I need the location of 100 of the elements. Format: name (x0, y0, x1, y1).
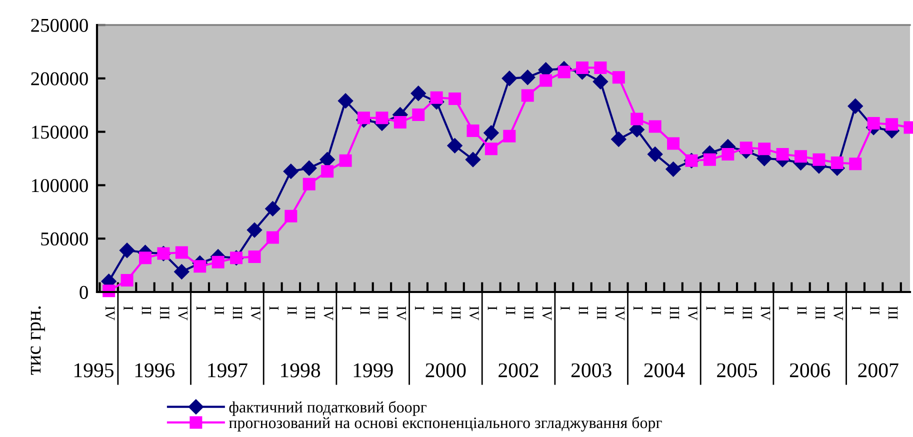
point (758, 142, 771, 156)
point (394, 116, 406, 128)
y-tick-label: 250000 (31, 18, 88, 32)
point (448, 92, 462, 105)
point (812, 153, 826, 166)
point (630, 112, 644, 126)
x-tick-label: II (142, 306, 152, 315)
x-tick-label: IV (542, 306, 552, 320)
point (648, 146, 663, 162)
x-tick-label: II (724, 306, 734, 315)
point (358, 112, 370, 124)
text: 2006 (790, 363, 830, 378)
x-tick-label: IV (615, 306, 624, 320)
point (521, 89, 534, 102)
x-tick-label: III (378, 306, 388, 320)
legend-label: прогнозований на основі експоненціального згладжування борг (228, 416, 662, 432)
x-tick-label: III (524, 306, 534, 320)
y-tick-label: 0 (80, 286, 88, 299)
x-tick-label: III (160, 306, 170, 320)
x-tick-label: III (451, 306, 461, 320)
point (648, 120, 662, 133)
text: 1997 (208, 363, 248, 378)
point (776, 148, 789, 160)
point (246, 222, 262, 238)
x-tick-label: IV (396, 306, 406, 320)
x-tick-label: I (560, 306, 570, 310)
text: 2003 (571, 363, 612, 378)
x-tick-label: IV (178, 306, 188, 320)
point (867, 117, 880, 130)
y-tick-label: 100000 (32, 179, 88, 192)
x-tick-label: II (870, 306, 880, 315)
point (466, 124, 480, 137)
point (376, 112, 388, 124)
point (592, 74, 608, 90)
point (321, 165, 334, 178)
y-tick-label: 150000 (32, 126, 88, 139)
point (248, 250, 261, 264)
x-tick-label: I (342, 306, 352, 310)
point (594, 61, 607, 74)
point (484, 142, 498, 156)
point (139, 252, 152, 264)
y-axis-title: тис грн. (30, 306, 45, 375)
x-tick-label: IV (105, 306, 115, 320)
point (502, 70, 517, 86)
x-tick-label: II (797, 306, 807, 315)
point (520, 70, 536, 85)
x-tick-label: I (415, 306, 424, 310)
point (540, 74, 552, 87)
x-tick-label: IV (324, 306, 334, 320)
x-tick-label: I (779, 306, 788, 310)
text: 1995 (74, 363, 114, 378)
x-tick-label: I (124, 306, 133, 310)
point (503, 130, 516, 142)
point (175, 246, 188, 259)
point (794, 150, 807, 163)
x-tick-label: I (269, 306, 278, 310)
y-tick-label: 200000 (31, 72, 88, 86)
point (576, 61, 588, 74)
point (430, 91, 443, 104)
point (212, 256, 224, 268)
point (611, 132, 626, 147)
point (722, 148, 734, 160)
x-tick-label: I (634, 306, 643, 310)
point (667, 137, 680, 150)
x-tick-label: III (306, 306, 315, 320)
text: 1998 (281, 363, 320, 378)
point (283, 164, 298, 179)
text: 2002 (498, 363, 538, 378)
x-tick-label: IV (688, 306, 698, 320)
point (410, 86, 426, 101)
point (412, 108, 425, 121)
point (302, 160, 317, 176)
point (703, 153, 716, 166)
point (284, 210, 298, 222)
x-tick-label: I (852, 306, 862, 310)
x-tick-label: IV (250, 306, 260, 320)
point (830, 156, 844, 170)
text: 2000 (426, 363, 466, 378)
x-tick-label: I (196, 306, 206, 310)
point (339, 154, 352, 167)
text: 2007 (858, 363, 898, 378)
point (465, 152, 481, 168)
text: 1996 (135, 363, 175, 378)
point (740, 142, 752, 154)
x-tick-label: II (433, 306, 442, 315)
point (174, 264, 190, 280)
text: 2005 (717, 363, 758, 378)
legend-label: фактичний податковий боорг (229, 400, 426, 416)
x-tick-label: IV (834, 306, 843, 320)
x-tick-label: II (578, 306, 588, 315)
x-tick-label: IV (469, 306, 479, 320)
point (194, 260, 206, 273)
point (886, 118, 898, 131)
x-tick-label: II (214, 306, 224, 315)
x-tick-label: III (742, 306, 752, 320)
point (484, 125, 499, 140)
point (447, 138, 462, 154)
point (302, 178, 316, 190)
x-tick-label: III (888, 306, 898, 320)
point (666, 162, 681, 177)
